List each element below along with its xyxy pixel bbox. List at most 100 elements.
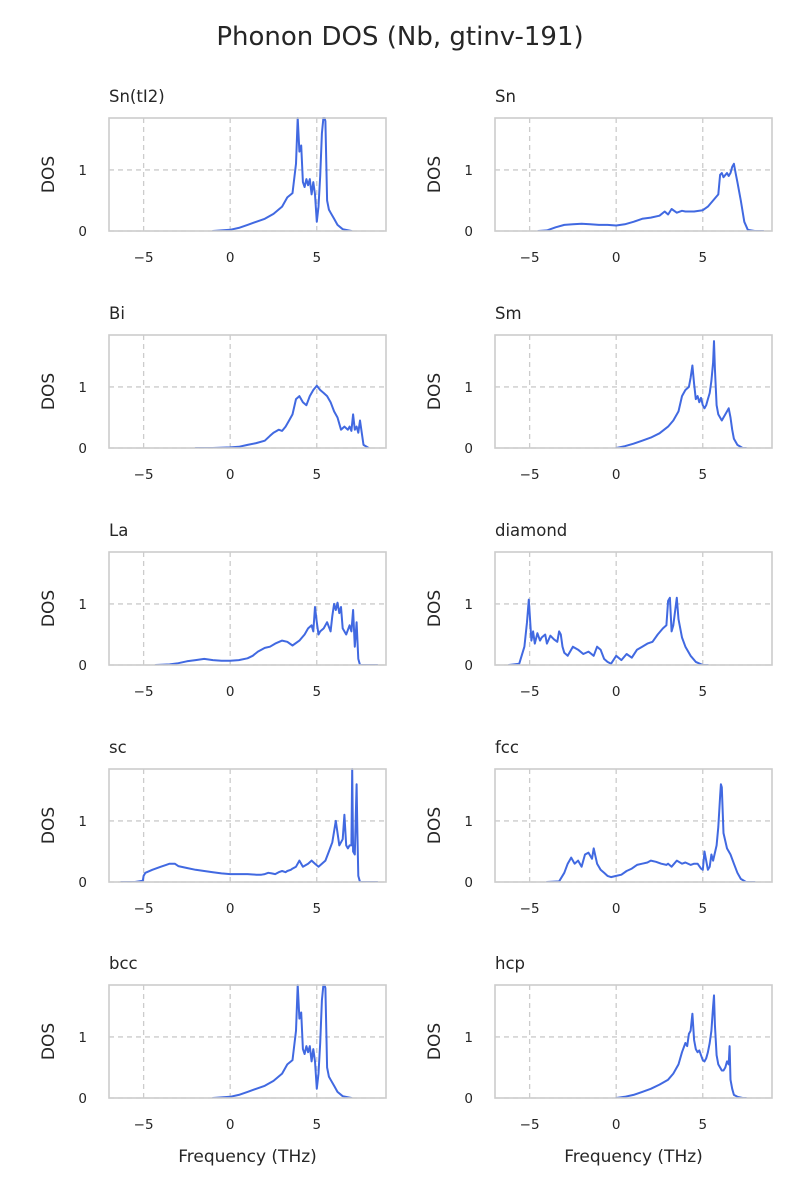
y-tick-label: 1 bbox=[464, 1030, 473, 1046]
y-tick-label: 1 bbox=[464, 380, 473, 396]
y-tick-label: 1 bbox=[78, 1030, 87, 1046]
x-tick-label: 0 bbox=[612, 901, 621, 917]
subplot-6: sc DOS 0 1 −5 0 5 bbox=[39, 738, 387, 917]
subplot-0: Sn(tI2) DOS 0 1 −5 0 5 bbox=[39, 87, 387, 266]
y-axis-label: DOS bbox=[425, 1023, 445, 1060]
y-tick-label: 1 bbox=[78, 380, 87, 396]
x-tick-label: 5 bbox=[698, 1117, 707, 1133]
y-tick-label: 0 bbox=[78, 1091, 87, 1107]
x-tick-label: 0 bbox=[612, 1117, 621, 1133]
axes-frame bbox=[108, 768, 387, 883]
x-tick-label: 0 bbox=[226, 1117, 235, 1133]
y-tick-label: 0 bbox=[464, 875, 473, 891]
y-tick-label: 0 bbox=[78, 658, 87, 674]
x-tick-label: 0 bbox=[612, 467, 621, 483]
subplot-title: fcc bbox=[495, 738, 519, 757]
y-axis-label: DOS bbox=[39, 373, 59, 410]
y-tick-label: 0 bbox=[464, 224, 473, 240]
x-tick-label: −5 bbox=[520, 467, 540, 483]
x-tick-label: 0 bbox=[226, 250, 235, 266]
y-tick-label: 1 bbox=[78, 814, 87, 830]
y-tick-label: 0 bbox=[78, 441, 87, 457]
subplot-title: Sn(tI2) bbox=[109, 87, 165, 106]
x-tick-label: 0 bbox=[612, 684, 621, 700]
subplot-title: La bbox=[109, 521, 128, 540]
y-tick-label: 1 bbox=[78, 163, 87, 179]
x-tick-label: 0 bbox=[226, 467, 235, 483]
y-axis-label: DOS bbox=[425, 590, 445, 627]
x-tick-label: −5 bbox=[520, 1117, 540, 1133]
x-tick-label: −5 bbox=[520, 684, 540, 700]
subplot-title: Sm bbox=[495, 304, 522, 323]
axes-frame bbox=[108, 117, 387, 232]
dos-line bbox=[615, 994, 747, 1098]
subplot-7: fcc DOS 0 1 −5 0 5 bbox=[425, 738, 773, 917]
x-tick-label: −5 bbox=[134, 1117, 154, 1133]
y-tick-label: 0 bbox=[78, 875, 87, 891]
x-tick-label: 5 bbox=[312, 1117, 321, 1133]
x-tick-label: 5 bbox=[312, 901, 321, 917]
x-tick-label: 5 bbox=[312, 250, 321, 266]
subplot-title: sc bbox=[109, 738, 127, 757]
x-tick-label: 5 bbox=[312, 467, 321, 483]
subplot-title: bcc bbox=[109, 954, 138, 973]
y-axis-label: DOS bbox=[425, 156, 445, 193]
dos-line bbox=[120, 768, 379, 882]
axes-frame bbox=[494, 117, 773, 232]
subplot-2: Bi DOS 0 1 −5 0 5 bbox=[39, 304, 387, 483]
axes-frame bbox=[494, 551, 773, 666]
subplot-1: Sn DOS 0 1 −5 0 5 bbox=[425, 87, 773, 266]
dos-line bbox=[545, 783, 756, 882]
dos-line bbox=[507, 596, 709, 665]
subplot-5: diamond DOS 0 1 −5 0 5 bbox=[425, 521, 773, 700]
x-axis-label: Frequency (THz) bbox=[564, 1147, 703, 1167]
x-tick-label: 0 bbox=[612, 250, 621, 266]
x-tick-label: 5 bbox=[698, 250, 707, 266]
y-axis-label: DOS bbox=[39, 1023, 59, 1060]
x-tick-label: −5 bbox=[134, 901, 154, 917]
x-tick-label: 0 bbox=[226, 901, 235, 917]
axes-frame bbox=[494, 334, 773, 449]
axes-frame bbox=[108, 334, 387, 449]
x-tick-label: −5 bbox=[134, 684, 154, 700]
dos-line bbox=[194, 384, 370, 448]
y-tick-label: 1 bbox=[464, 814, 473, 830]
y-tick-label: 0 bbox=[464, 441, 473, 457]
axes-frame bbox=[108, 984, 387, 1099]
x-tick-label: −5 bbox=[520, 250, 540, 266]
x-tick-label: −5 bbox=[134, 250, 154, 266]
y-tick-label: 1 bbox=[78, 597, 87, 613]
subplot-title: Bi bbox=[109, 304, 125, 323]
x-tick-label: 5 bbox=[698, 901, 707, 917]
dos-line bbox=[537, 162, 765, 231]
dos-line bbox=[615, 340, 747, 448]
subplot-8: bcc DOS 0 1 −5 0 5 Frequency (THz) bbox=[39, 954, 387, 1167]
x-tick-label: 0 bbox=[226, 684, 235, 700]
subplot-title: hcp bbox=[495, 954, 525, 973]
y-tick-label: 0 bbox=[464, 658, 473, 674]
y-axis-label: DOS bbox=[425, 807, 445, 844]
axes-frame bbox=[494, 768, 773, 883]
subplot-title: diamond bbox=[495, 521, 567, 540]
figure-title: Phonon DOS (Nb, gtinv-191) bbox=[216, 22, 583, 52]
axes-frame bbox=[108, 551, 387, 666]
subplot-9: hcp DOS 0 1 −5 0 5 Frequency (THz) bbox=[425, 954, 773, 1167]
y-axis-label: DOS bbox=[39, 156, 59, 193]
x-tick-label: −5 bbox=[520, 901, 540, 917]
subplot-4: La DOS 0 1 −5 0 5 bbox=[39, 521, 387, 700]
dos-line bbox=[211, 984, 353, 1098]
y-tick-label: 0 bbox=[78, 224, 87, 240]
x-tick-label: 5 bbox=[698, 467, 707, 483]
axes-frame bbox=[494, 984, 773, 1099]
y-axis-label: DOS bbox=[425, 373, 445, 410]
x-axis-label: Frequency (THz) bbox=[178, 1147, 317, 1167]
subplot-3: Sm DOS 0 1 −5 0 5 bbox=[425, 304, 773, 483]
x-tick-label: −5 bbox=[134, 467, 154, 483]
dos-line bbox=[211, 117, 353, 231]
subplot-title: Sn bbox=[495, 87, 516, 106]
x-tick-label: 5 bbox=[698, 684, 707, 700]
y-tick-label: 0 bbox=[464, 1091, 473, 1107]
x-tick-label: 5 bbox=[312, 684, 321, 700]
